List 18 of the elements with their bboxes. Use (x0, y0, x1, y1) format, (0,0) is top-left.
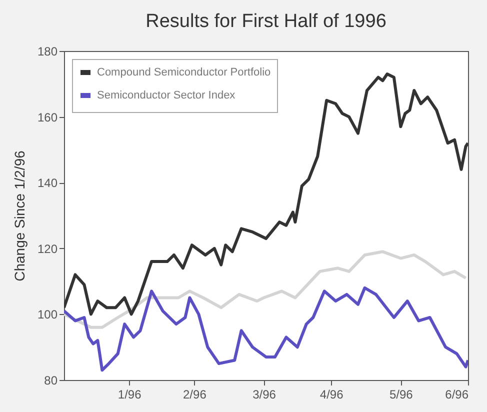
legend-label: Compound Semiconductor Portfolio (97, 66, 271, 78)
chart-title: Results for First Half of 1996 (146, 11, 386, 32)
x-tick-label: 5/96 (389, 388, 414, 402)
y-tick-label: 80 (44, 374, 58, 388)
x-tick-label: 6/96 (445, 388, 469, 402)
line-series (64, 286, 468, 372)
x-tick-label: 3/96 (252, 388, 276, 402)
legend-label: Semiconductor Sector Index (97, 90, 236, 102)
line-series (64, 250, 468, 329)
y-axis-title: Change Since 1/2/96 (11, 150, 28, 282)
x-tick-label: 4/96 (320, 388, 344, 402)
x-tick-label: 2/96 (183, 388, 207, 402)
x-tick-label: 1/96 (118, 388, 142, 402)
y-tick-label: 180 (37, 44, 58, 58)
y-tick-label: 140 (37, 176, 58, 190)
y-tick-label: 100 (37, 308, 58, 322)
y-tick-label: 120 (37, 242, 58, 256)
y-tick-label: 160 (37, 110, 58, 124)
